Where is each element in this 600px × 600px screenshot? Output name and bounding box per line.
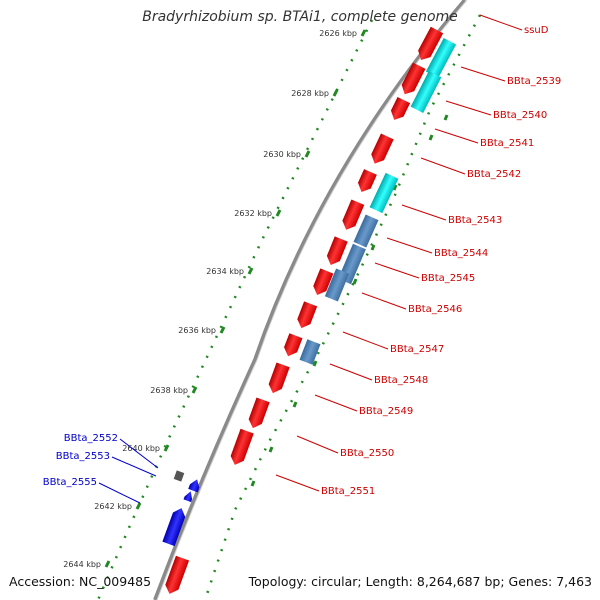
accession-text: Accession: NC_009485: [9, 574, 152, 589]
kbp-tick-mark: [247, 267, 254, 275]
forward-gene-label: BBta_2548: [374, 375, 428, 386]
kbp-tick-label: 2632 kbp: [234, 209, 272, 218]
kbp-tick-mark: [163, 444, 170, 452]
forward-cds-arrow: [326, 236, 348, 265]
gene-leader-line: [275, 474, 320, 492]
kbp-tick-label: 2630 kbp: [263, 150, 301, 159]
forward-cds-arrow: [371, 133, 394, 164]
cyan-feature-block: [410, 71, 442, 113]
cyan-feature-block: [425, 37, 457, 79]
gene-leader-line: [342, 331, 389, 350]
gene-leader-line: [386, 237, 433, 254]
gene-leader-line: [479, 14, 523, 31]
forward-gene-label: BBta_2545: [421, 273, 475, 284]
minor-tick-mark: [392, 184, 398, 191]
forward-cds-arrow: [313, 268, 334, 296]
gene-leader-line: [98, 482, 141, 504]
reverse-cds-arrow: [162, 508, 186, 547]
steelblue-feature-block: [324, 268, 350, 302]
kbp-tick-label: 2644 kbp: [63, 560, 101, 569]
forward-gene-label: BBta_2542: [467, 169, 521, 180]
minor-tick-mark: [352, 278, 358, 285]
minor-tick-mark: [250, 480, 256, 487]
forward-gene-label: BBta_2544: [434, 248, 488, 259]
forward-gene-label: BBta_2546: [408, 304, 462, 315]
kbp-tick-mark: [304, 150, 311, 158]
kbp-tick-label: 2638 kbp: [150, 386, 188, 395]
kbp-tick-mark: [191, 386, 198, 394]
gene-leader-line: [314, 394, 358, 412]
gene-leader-line: [374, 262, 420, 279]
reverse-gene-label: BBta_2553: [56, 451, 110, 462]
forward-cds-arrow: [248, 397, 270, 429]
gene-leader-line: [401, 204, 447, 221]
gene-leader-line: [111, 456, 157, 477]
minor-tick-mark: [292, 401, 298, 408]
forward-gene-label: BBta_2540: [493, 110, 547, 121]
inner-scale-track: [203, 14, 482, 600]
feature-layer: [162, 26, 457, 594]
kbp-tick-label: 2626 kbp: [319, 29, 357, 38]
forward-cds-arrow: [284, 333, 303, 357]
forward-cds-arrow: [390, 97, 411, 120]
forward-gene-label: BBta_2541: [480, 138, 534, 149]
kbp-tick-label: 2628 kbp: [291, 89, 329, 98]
kbp-tick-mark: [332, 89, 339, 97]
kbp-tick-label: 2640 kbp: [122, 444, 160, 453]
gene-label-layer: ssuD BBta_2539 BBta_2540 BBta_2541 BBta_2542…: [43, 14, 561, 504]
forward-gene-label: ssuD: [524, 25, 549, 36]
steelblue-feature-block: [353, 214, 379, 248]
gene-leader-line: [119, 438, 159, 469]
minor-tick-mark: [312, 360, 318, 367]
reverse-gene-label: BBta_2552: [64, 433, 118, 444]
kbp-tick-mark: [275, 209, 282, 217]
reverse-cds-arrow: [183, 491, 193, 503]
kbp-tick-label: 2636 kbp: [178, 326, 216, 335]
reverse-cds-arrow: [188, 479, 200, 493]
forward-cds-arrow: [418, 26, 444, 61]
kbp-tick-mark: [219, 326, 226, 334]
kbp-tick-mark: [104, 560, 111, 568]
forward-cds-arrow: [357, 169, 377, 193]
gene-leader-line: [420, 157, 466, 175]
kbp-tick-mark: [360, 29, 367, 37]
gene-leader-line: [329, 363, 373, 381]
kbp-tick-label: 2642 kbp: [94, 502, 132, 511]
minor-tick-mark: [428, 134, 434, 141]
kbp-tick-label: 2634 kbp: [206, 267, 244, 276]
minor-tick-mark: [370, 244, 376, 251]
cyan-feature-block: [369, 172, 399, 214]
forward-cds-arrow: [165, 555, 190, 594]
forward-gene-label: BBta_2539: [507, 76, 561, 87]
genome-backbone-highlight: [156, 0, 468, 600]
kbp-tick-layer: 2626 kbp 2628 kbp 2630 kbp 2632 kbp 2634 kbp…: [63, 14, 482, 600]
forward-cds-arrow: [268, 362, 290, 394]
forward-cds-arrow: [401, 62, 426, 95]
steelblue-feature-block: [299, 339, 321, 365]
reverse-gene-label: BBta_2555: [43, 477, 97, 488]
forward-gene-label: BBta_2547: [390, 344, 444, 355]
topology-summary: Topology: circular; Length: 8,264,687 bp…: [248, 574, 592, 589]
kbp-tick-mark: [135, 502, 142, 510]
forward-gene-label: BBta_2549: [359, 406, 413, 417]
gene-leader-line: [434, 128, 479, 144]
forward-gene-label: BBta_2551: [321, 486, 375, 497]
forward-cds-arrow: [230, 428, 254, 465]
map-title: Bradyrhizobium sp. BTAi1, complete genom…: [142, 9, 458, 25]
minor-tick-mark: [443, 114, 449, 121]
minor-tick-mark: [268, 446, 274, 453]
forward-gene-label: BBta_2550: [340, 448, 394, 459]
gene-leader-line: [460, 66, 506, 82]
forward-cds-arrow: [297, 301, 318, 329]
gene-leader-line: [296, 435, 339, 454]
forward-cds-arrow: [342, 199, 365, 230]
outer-scale-track: [96, 19, 374, 600]
genome-backbone: [153, 0, 467, 600]
forward-gene-label: BBta_2543: [448, 215, 502, 226]
other-feature-block: [173, 470, 185, 482]
gene-leader-line: [361, 292, 407, 310]
gene-leader-line: [445, 100, 492, 116]
